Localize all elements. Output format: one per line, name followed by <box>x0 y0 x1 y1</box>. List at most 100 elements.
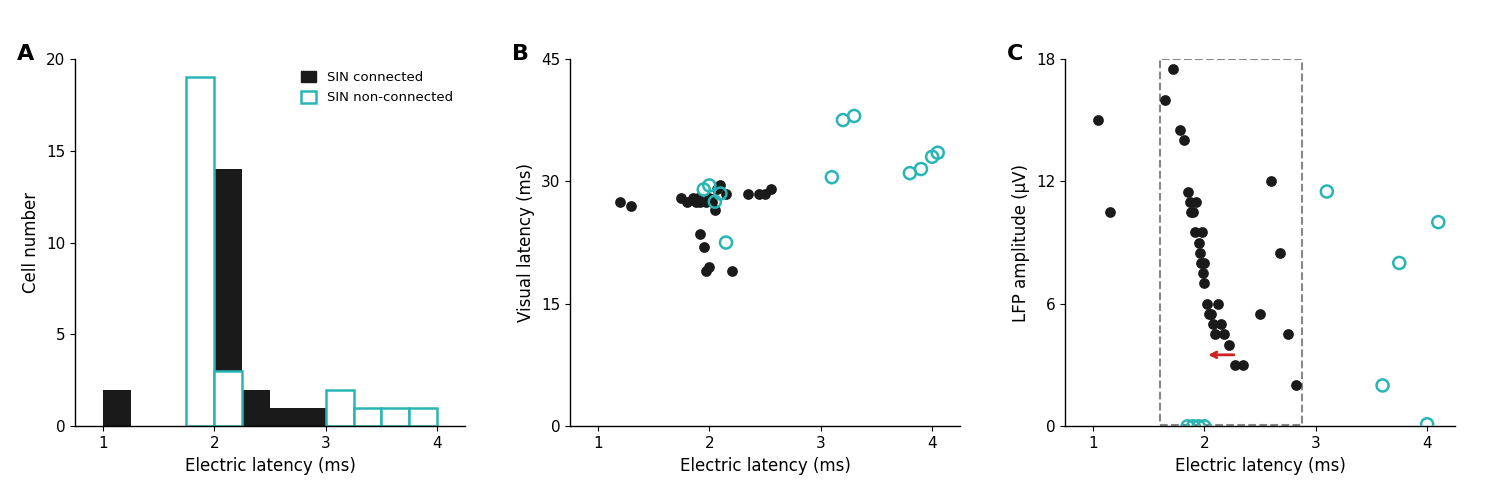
Bar <box>214 371 242 426</box>
Point <box>753 190 777 197</box>
Point <box>1184 228 1208 236</box>
Point <box>1216 341 1240 348</box>
Text: B: B <box>512 44 528 64</box>
X-axis label: Electric latency (ms): Electric latency (ms) <box>184 457 356 475</box>
Point <box>608 198 631 206</box>
Point <box>704 206 728 214</box>
Point <box>1212 330 1236 338</box>
Point <box>898 169 922 177</box>
Point <box>684 198 708 206</box>
Point <box>1192 422 1216 430</box>
Point <box>1198 310 1222 318</box>
Point <box>909 165 933 173</box>
Point <box>747 190 771 197</box>
Point <box>1192 259 1216 267</box>
Point <box>821 173 844 181</box>
Y-axis label: Cell number: Cell number <box>22 192 40 293</box>
Point <box>1268 249 1292 257</box>
Point <box>1414 420 1438 428</box>
Point <box>1316 188 1340 196</box>
Point <box>1086 116 1110 124</box>
Point <box>1179 208 1203 216</box>
Point <box>692 243 715 250</box>
Point <box>1197 310 1221 318</box>
Point <box>1224 361 1248 369</box>
Point <box>926 149 950 157</box>
X-axis label: Electric latency (ms): Electric latency (ms) <box>680 457 850 475</box>
Point <box>1248 310 1272 318</box>
Point <box>698 263 721 271</box>
Point <box>1209 320 1233 328</box>
Bar <box>326 390 354 426</box>
Point <box>1232 361 1256 369</box>
Point <box>1206 300 1230 308</box>
Point <box>1161 65 1185 73</box>
Point <box>714 190 738 197</box>
Point <box>1186 422 1210 430</box>
Point <box>920 153 944 161</box>
Point <box>704 198 728 206</box>
Point <box>831 116 855 124</box>
Point <box>1176 422 1200 430</box>
Bar <box>242 390 270 426</box>
Point <box>694 267 718 275</box>
Point <box>1178 198 1202 206</box>
Bar <box>186 114 214 426</box>
Point <box>1203 330 1227 338</box>
Point <box>1098 208 1122 216</box>
Point <box>1192 279 1216 287</box>
Point <box>1371 382 1395 390</box>
Point <box>1168 126 1192 134</box>
Point <box>1276 330 1300 338</box>
Bar <box>410 408 436 426</box>
Point <box>720 267 744 275</box>
Legend: SIN connected, SIN non-connected: SIN connected, SIN non-connected <box>296 65 459 109</box>
Point <box>1258 177 1282 185</box>
Bar <box>1160 59 1302 425</box>
Point <box>1180 208 1204 216</box>
Point <box>842 112 866 120</box>
Y-axis label: Visual latency (ms): Visual latency (ms) <box>518 163 536 322</box>
Point <box>688 230 712 238</box>
Bar <box>270 408 298 426</box>
Point <box>686 194 709 201</box>
Point <box>669 194 693 201</box>
Point <box>1191 270 1215 277</box>
Point <box>1190 259 1214 267</box>
Point <box>694 198 718 206</box>
Point <box>1172 137 1196 145</box>
Bar <box>354 408 381 426</box>
Bar <box>186 77 214 426</box>
Bar <box>381 408 410 426</box>
Point <box>708 181 732 189</box>
Point <box>1185 198 1209 206</box>
Point <box>698 181 721 189</box>
Point <box>1188 249 1212 257</box>
Point <box>699 198 723 206</box>
Bar <box>298 408 326 426</box>
Point <box>708 190 732 197</box>
Point <box>1154 96 1178 103</box>
Point <box>688 198 712 206</box>
Text: C: C <box>1007 44 1023 64</box>
Bar <box>214 169 242 426</box>
Point <box>1194 300 1218 308</box>
Point <box>675 198 699 206</box>
Bar <box>104 390 130 426</box>
Point <box>1180 422 1204 430</box>
Text: A: A <box>16 44 33 64</box>
Point <box>1284 382 1308 390</box>
Point <box>759 186 783 194</box>
Point <box>1202 320 1225 328</box>
Point <box>705 186 729 194</box>
Point <box>714 239 738 246</box>
Point <box>1186 239 1210 246</box>
Point <box>1176 188 1200 196</box>
Point <box>1190 228 1214 236</box>
Point <box>620 202 644 210</box>
Point <box>692 186 715 194</box>
Point <box>681 194 705 201</box>
Y-axis label: LFP amplitude (μV): LFP amplitude (μV) <box>1013 164 1031 321</box>
X-axis label: Electric latency (ms): Electric latency (ms) <box>1174 457 1346 475</box>
Point <box>736 190 760 197</box>
